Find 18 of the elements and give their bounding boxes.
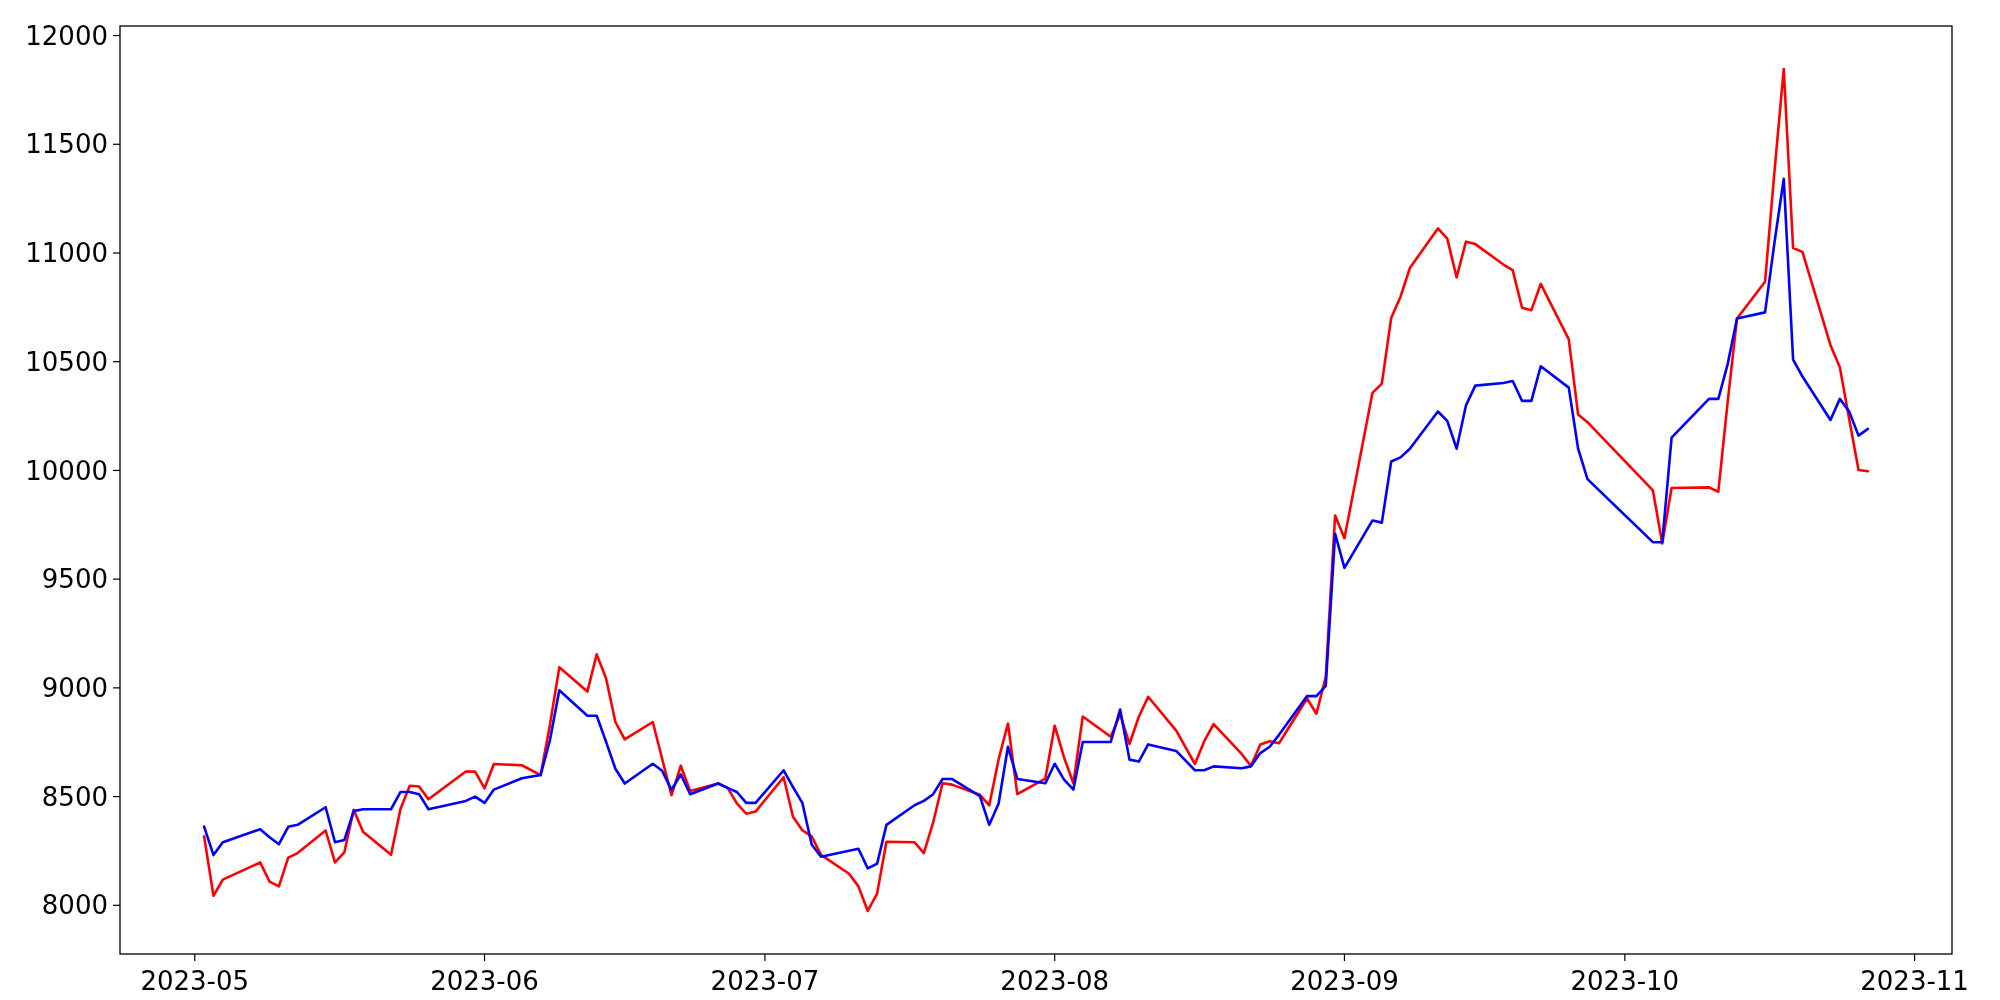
- y-tick-label: 10500: [25, 346, 108, 377]
- line-series: [202, 67, 1870, 913]
- y-tick-label: 10000: [25, 455, 108, 486]
- y-tick-label: 9500: [41, 564, 108, 595]
- y-tick-label: 9000: [41, 672, 108, 703]
- line-series: [202, 177, 1870, 870]
- y-tick-label: 11000: [25, 238, 108, 269]
- y-tick-label: 8000: [41, 890, 108, 921]
- y-tick-label: 8500: [41, 781, 108, 812]
- x-tick-label: 2023-08: [1000, 966, 1110, 996]
- x-tick-label: 2023-06: [430, 966, 539, 996]
- y-tick-label: 12000: [25, 20, 108, 51]
- x-tick-label: 2023-10: [1570, 966, 1680, 996]
- x-tick-label: 2023-05: [140, 966, 250, 996]
- x-tick-label: 2023-07: [710, 966, 820, 996]
- y-tick-label: 11500: [25, 129, 108, 160]
- x-tick-label: 2023-11: [1860, 966, 1969, 996]
- x-tick-label: 2023-09: [1290, 966, 1399, 996]
